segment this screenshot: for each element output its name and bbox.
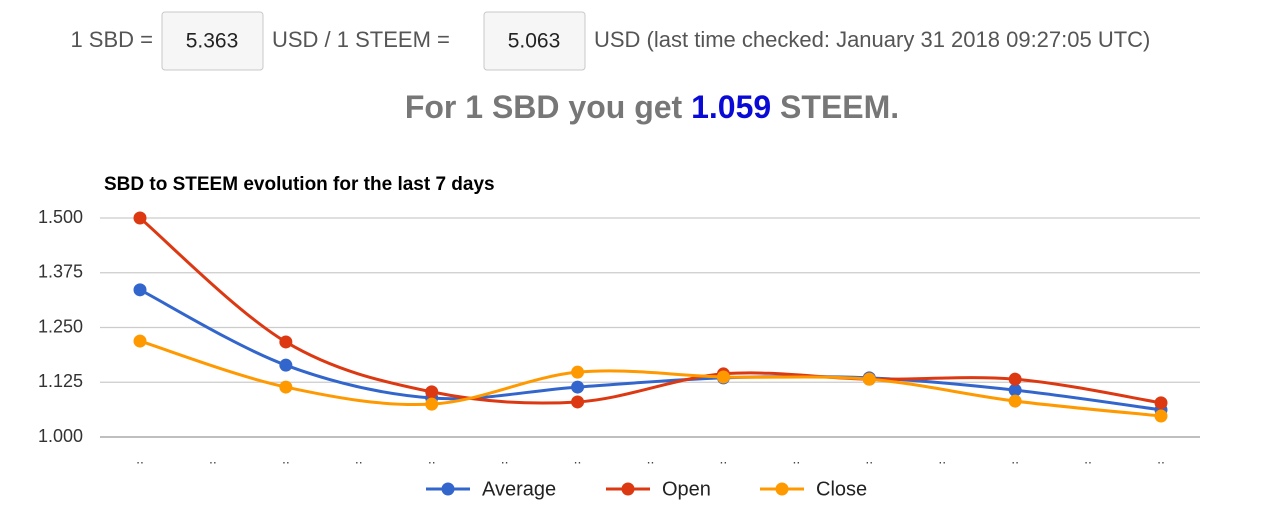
- chart-title: SBD to STEEM evolution for the last 7 da…: [104, 174, 495, 195]
- point: [1008, 394, 1022, 408]
- x-tick-label: ..: [1157, 451, 1165, 467]
- sbd-value: 5.363: [186, 30, 239, 53]
- x-tick-label: ..: [136, 451, 144, 467]
- point: [571, 395, 585, 409]
- x-tick-label: ..: [720, 451, 728, 467]
- point: [1154, 409, 1168, 423]
- point: [1008, 372, 1022, 386]
- y-tick-label: 1.500: [38, 207, 83, 227]
- legend-label: Open: [662, 478, 711, 500]
- x-tick-label: ..: [282, 451, 290, 467]
- point: [1008, 383, 1022, 397]
- x-tick-label: ..: [501, 451, 509, 467]
- x-tick-label: ..: [938, 451, 946, 467]
- point: [1154, 396, 1168, 410]
- x-tick-label: ..: [209, 451, 217, 467]
- point: [279, 335, 293, 349]
- series-line: [139, 288, 1162, 412]
- legend-marker: [775, 482, 789, 496]
- point: [862, 372, 876, 386]
- x-tick-label: ..: [428, 451, 436, 467]
- y-tick-label: 1.250: [38, 316, 83, 336]
- x-tick-label: ..: [1011, 451, 1019, 467]
- sbd-label: 1 SBD =: [70, 27, 153, 52]
- point: [279, 380, 293, 394]
- x-tick-label: ..: [792, 451, 800, 467]
- steem-input[interactable]: [483, 11, 586, 71]
- result-before: For 1 SBD you get: [405, 89, 683, 125]
- series-line: [139, 216, 1162, 405]
- x-tick-label: ..: [574, 451, 582, 467]
- result: For 1 SBD you get 1.059 STEEM.: [405, 89, 899, 125]
- point: [716, 370, 730, 384]
- point: [133, 283, 147, 297]
- x-tick-label: ..: [647, 451, 655, 467]
- result-after: STEEM.: [780, 89, 899, 125]
- legend-marker: [441, 482, 455, 496]
- point: [425, 385, 439, 399]
- point: [425, 397, 439, 411]
- legend-label: Close: [816, 478, 867, 500]
- x-tick-label: ..: [1084, 451, 1092, 467]
- point: [571, 365, 585, 379]
- result-amount: 1.059: [691, 89, 771, 125]
- y-tick-label: 1.375: [38, 262, 83, 282]
- y-tick-label: 1.125: [38, 371, 83, 391]
- steem-label: USD / 1 STEEM =: [272, 27, 450, 52]
- checked-text: USD (last time checked: January 31 2018 …: [594, 27, 1150, 52]
- x-tick-label: ..: [865, 451, 873, 467]
- sbd-input[interactable]: [161, 11, 264, 71]
- point: [571, 380, 585, 394]
- series-line: [139, 339, 1162, 418]
- point: [133, 334, 147, 348]
- steem-value: 5.063: [508, 30, 561, 53]
- point: [279, 358, 293, 372]
- y-tick-label: 1.000: [38, 426, 83, 446]
- legend-marker: [621, 482, 635, 496]
- x-tick-label: ..: [355, 451, 363, 467]
- point: [133, 211, 147, 225]
- legend-label: Average: [482, 478, 556, 500]
